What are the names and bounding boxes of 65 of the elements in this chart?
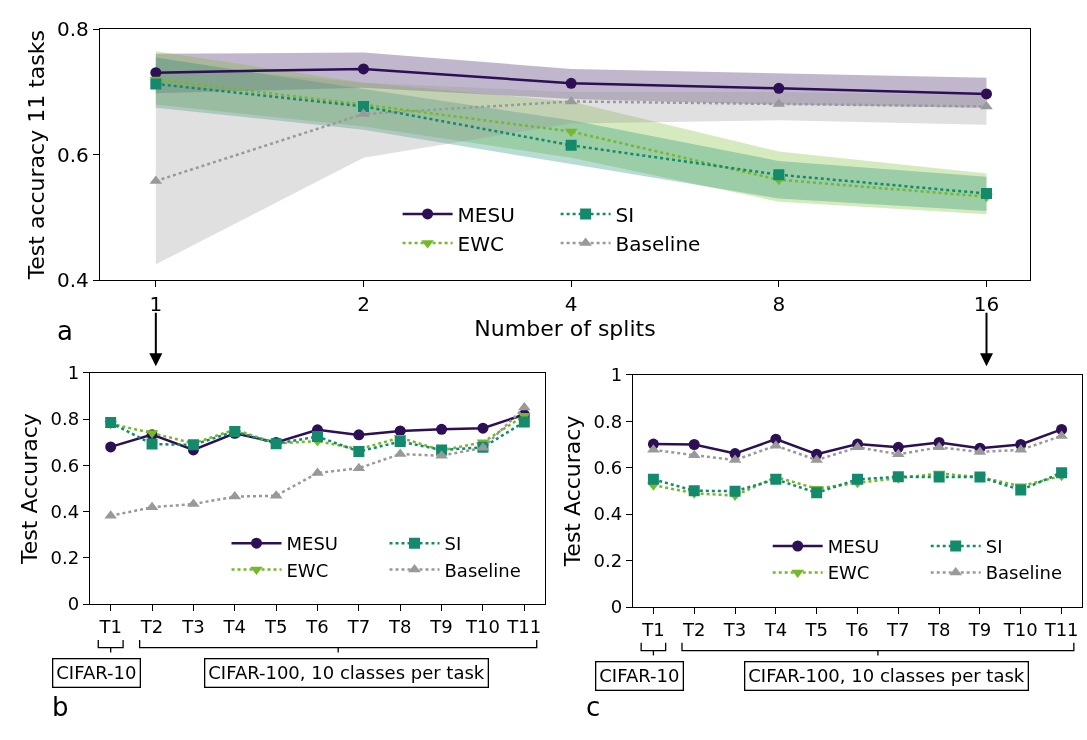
y-axis-title: Test Accuracy <box>17 413 43 565</box>
y-axis-title: Test Accuracy <box>560 415 586 568</box>
x-tick-label: T4 <box>763 618 788 640</box>
y-tick-label: 0.2 <box>50 547 80 569</box>
legend-label: EWC <box>827 562 870 584</box>
x-tick-label: T5 <box>263 615 288 637</box>
legend-label: SI <box>985 536 1003 558</box>
x-tick-label: 2 <box>357 292 370 317</box>
legend-label: MESU <box>286 533 339 555</box>
text: CIFAR-10 <box>599 665 680 687</box>
y-tick-label: 0.4 <box>50 500 80 522</box>
legend-label: MESU <box>827 536 880 558</box>
y-tick-label: 1 <box>610 364 623 386</box>
x-tick-label: T8 <box>926 618 951 640</box>
x-tick-label: T9 <box>429 615 453 637</box>
x-tick-label: 4 <box>564 292 578 317</box>
y-tick-label: 0.6 <box>50 454 80 476</box>
x-tick-label: T4 <box>222 615 246 637</box>
y-tick-label: 0.8 <box>57 17 89 42</box>
text: CIFAR-100, 10 classes per task <box>208 662 485 684</box>
x-tick-label: T10 <box>465 615 500 637</box>
x-tick-label: T2 <box>139 615 164 637</box>
legend-label: Baseline <box>444 559 521 581</box>
legend-label: SI <box>615 202 635 227</box>
x-tick-label: T8 <box>388 615 412 637</box>
text: a <box>57 316 73 346</box>
text: CIFAR-100, 10 classes per task <box>748 665 1025 687</box>
y-tick-label: 0 <box>67 593 80 615</box>
x-tick-label: T2 <box>682 618 706 640</box>
x-tick-label: T3 <box>181 615 205 637</box>
x-tick-label: T9 <box>967 618 992 640</box>
y-tick-label: 0.6 <box>593 457 623 479</box>
text: b <box>52 692 69 722</box>
x-tick-label: T1 <box>98 615 122 637</box>
text: c <box>586 692 601 722</box>
legend-label: Baseline <box>985 562 1063 584</box>
y-tick-label: 0.6 <box>57 142 89 167</box>
x-tick-label: 8 <box>772 292 786 317</box>
x-tick-label: T5 <box>804 618 828 640</box>
y-tick-label: 0.8 <box>593 410 623 432</box>
x-tick-label: 16 <box>973 292 1000 317</box>
y-tick-label: 0.2 <box>593 549 623 571</box>
legend-label: EWC <box>457 231 504 256</box>
y-tick-label: 0.4 <box>593 503 623 525</box>
y-tick-label: 1 <box>67 362 80 384</box>
x-tick-label: T6 <box>845 618 869 640</box>
x-tick-label: T7 <box>886 618 910 640</box>
x-tick-label: T10 <box>1002 618 1038 640</box>
legend-label: SI <box>444 533 462 555</box>
legend-label: MESU <box>457 202 515 227</box>
text: CIFAR-10 <box>56 662 137 684</box>
x-tick-label: T3 <box>722 618 747 640</box>
y-axis-title: Test accuracy 11 tasks <box>23 30 49 281</box>
x-tick-label: T7 <box>346 615 371 637</box>
y-tick-label: 0.4 <box>57 268 89 293</box>
x-tick-label: 1 <box>149 292 163 317</box>
x-tick-label: T11 <box>506 615 542 637</box>
x-tick-label: T11 <box>1043 618 1079 640</box>
x-tick-label: T1 <box>641 618 665 640</box>
x-axis-title: Number of splits <box>474 316 656 342</box>
y-tick-label: 0 <box>610 596 623 618</box>
legend-label: Baseline <box>615 231 701 256</box>
x-tick-label: T6 <box>305 615 329 637</box>
y-tick-label: 0.8 <box>50 408 80 430</box>
legend-label: EWC <box>286 559 329 581</box>
